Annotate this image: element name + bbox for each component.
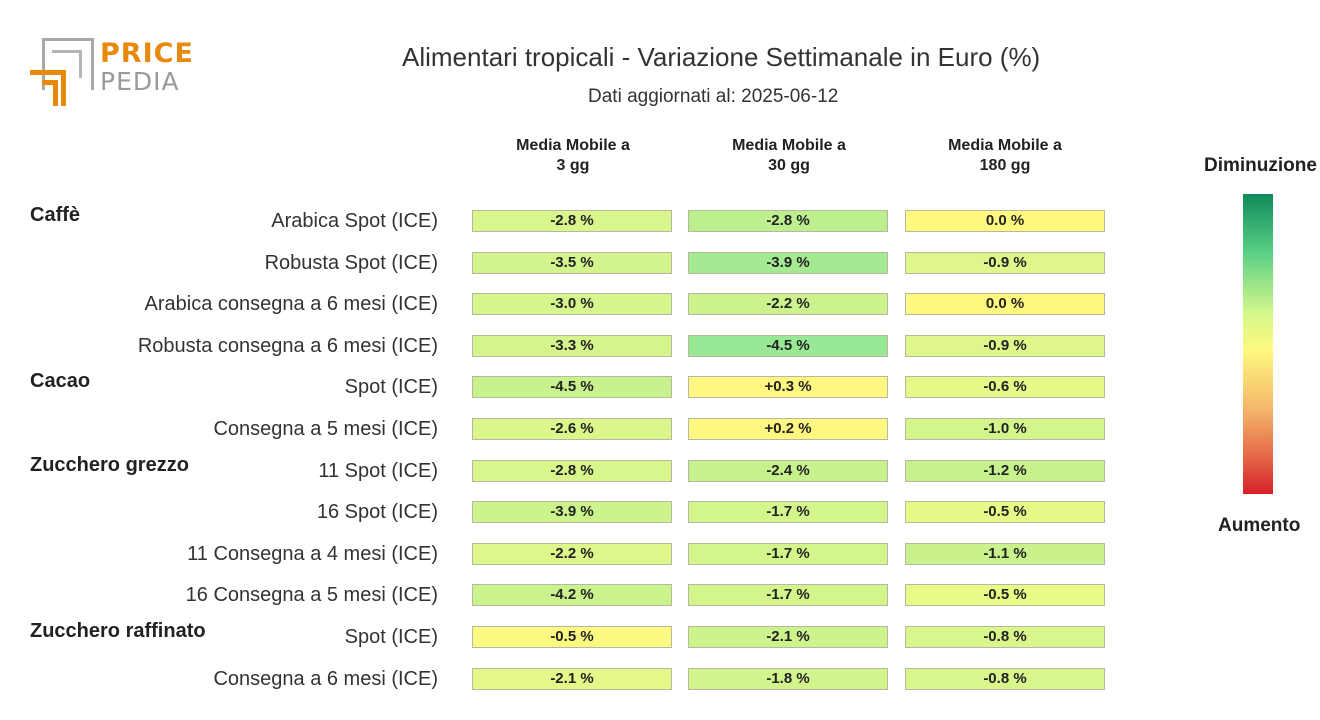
row-label: 11 Consegna a 4 mesi (ICE)	[187, 542, 438, 565]
row-label: 16 Consegna a 5 mesi (ICE)	[185, 584, 438, 607]
row-label: Spot (ICE)	[344, 376, 438, 399]
group-label: Cacao	[30, 370, 91, 393]
heatmap-cell: -2.8 %	[472, 210, 672, 232]
heatmap-cell: -0.9 %	[905, 251, 1105, 274]
row-label: Arabica consegna a 6 mesi (ICE)	[144, 293, 438, 316]
heatmap-cell: -3.9 %	[472, 501, 672, 524]
group-label: Zucchero grezzo	[30, 453, 189, 476]
row-label: 16 Spot (ICE)	[316, 501, 438, 524]
heatmap-cell: -4.2 %	[472, 584, 672, 607]
row-label: Robusta Spot (ICE)	[264, 251, 438, 274]
heatmap-cell: -0.6 %	[905, 376, 1105, 399]
column-header-3gg: Media Mobile a 3 gg	[472, 136, 674, 176]
heatmap-cell: -2.4 %	[688, 459, 888, 482]
logo-frame-shape	[42, 38, 94, 90]
heatmap-cell: 0.0 %	[905, 210, 1105, 232]
heatmap-cell: 0.0 %	[905, 293, 1105, 316]
heatmap-cell: -1.0 %	[905, 418, 1105, 440]
row-label: Consegna a 5 mesi (ICE)	[213, 418, 438, 440]
heatmap-cell: -1.1 %	[905, 542, 1105, 565]
legend-color-scale	[1243, 194, 1273, 494]
column-header-30gg: Media Mobile a 30 gg	[688, 136, 890, 176]
heatmap-cell: -1.7 %	[688, 584, 888, 607]
heatmap-cell: -0.8 %	[905, 667, 1105, 690]
heatmap-cell: -2.1 %	[472, 667, 672, 690]
group-label: Zucchero raffinato	[30, 620, 206, 642]
logo-word-pedia: PEDIA	[100, 67, 180, 96]
column-header-label: Media Mobile a 180 gg	[948, 137, 1062, 174]
heatmap-cell: +0.3 %	[688, 376, 888, 399]
heatmap-cell: -2.1 %	[688, 626, 888, 648]
chart-subtitle: Dati aggiornati al: 2025-06-12	[588, 86, 839, 107]
logo-word-price: PRICE	[100, 38, 194, 69]
pricepedia-logo: PRICE PEDIA	[28, 36, 198, 111]
heatmap-cell: -1.2 %	[905, 459, 1105, 482]
heatmap-cell: -0.5 %	[472, 626, 672, 648]
legend-top-label: Diminuzione	[1204, 155, 1317, 176]
heatmap-cell: -1.8 %	[688, 667, 888, 690]
heatmap-cell: -2.2 %	[472, 542, 672, 565]
heatmap-cell: -4.5 %	[688, 334, 888, 357]
heatmap-cell: -0.8 %	[905, 626, 1105, 648]
column-header-180gg: Media Mobile a 180 gg	[904, 136, 1106, 176]
heatmap-cell: -1.7 %	[688, 501, 888, 524]
heatmap-cell: -2.6 %	[472, 418, 672, 440]
heatmap-cell: -4.5 %	[472, 376, 672, 399]
group-label: Caffè	[30, 204, 81, 226]
row-label: Robusta consegna a 6 mesi (ICE)	[137, 334, 438, 357]
chart-title: Alimentari tropicali - Variazione Settim…	[402, 42, 1041, 72]
column-header-label: Media Mobile a 3 gg	[516, 137, 630, 174]
row-label: Spot (ICE)	[344, 626, 438, 648]
heatmap-cell: -2.8 %	[472, 459, 672, 482]
row-label: Arabica Spot (ICE)	[271, 210, 438, 232]
logo-bracket-shape	[30, 70, 66, 106]
column-header-label: Media Mobile a 30 gg	[732, 137, 846, 174]
heatmap-cell: -3.0 %	[472, 293, 672, 316]
logo-bracket-inner-shape	[42, 80, 58, 106]
heatmap-cell: -1.7 %	[688, 542, 888, 565]
heatmap-cell: -3.9 %	[688, 251, 888, 274]
heatmap-cell: -3.5 %	[472, 251, 672, 274]
logo-frame-inner-shape	[52, 50, 82, 78]
heatmap-cell: -0.9 %	[905, 334, 1105, 357]
legend-bottom-label: Aumento	[1218, 515, 1301, 536]
row-label: 11 Spot (ICE)	[318, 459, 438, 482]
row-label: Consegna a 6 mesi (ICE)	[213, 667, 438, 690]
heatmap-cell: -3.3 %	[472, 334, 672, 357]
heatmap-cell: -0.5 %	[905, 501, 1105, 524]
heatmap-cell: +0.2 %	[688, 418, 888, 440]
heatmap-cell: -2.8 %	[688, 210, 888, 232]
heatmap-cell: -0.5 %	[905, 584, 1105, 607]
heatmap-cell: -2.2 %	[688, 293, 888, 316]
